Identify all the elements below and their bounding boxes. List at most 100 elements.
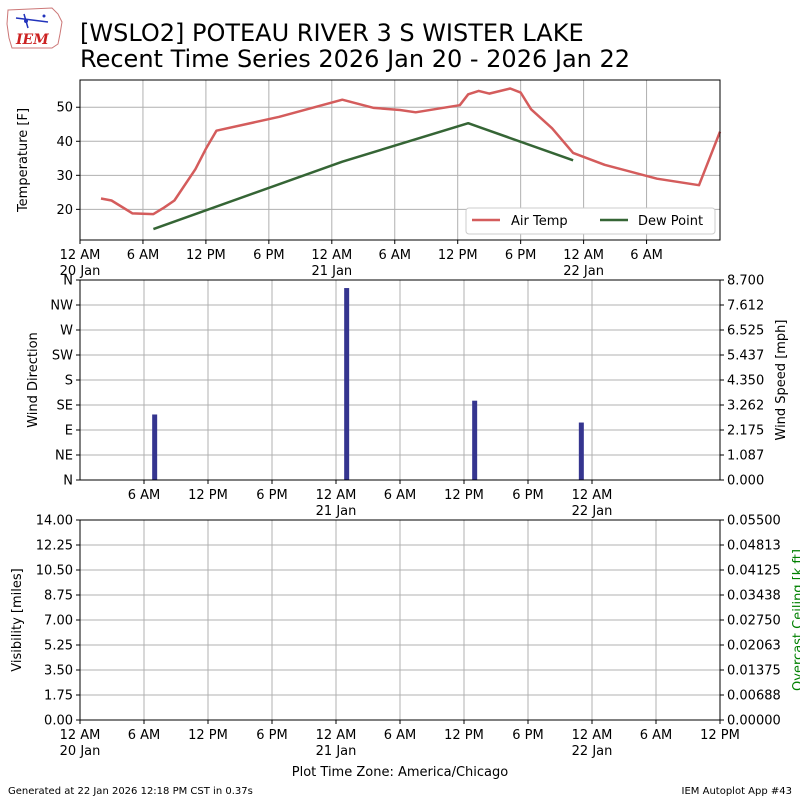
wind-speed-bar xyxy=(472,400,478,480)
x-tick-label: 6 PM xyxy=(512,488,543,503)
visibility-panel: 0.001.753.505.257.008.7510.5012.2514.00 … xyxy=(10,514,800,760)
x-tick-label: 12 AM xyxy=(316,488,357,503)
x-tick-label: 12 AM xyxy=(563,248,604,263)
y-tick-label: E xyxy=(65,424,73,439)
y-tick-label: 30 xyxy=(56,169,73,184)
x-tick-label: 12 AM xyxy=(60,248,101,263)
legend: Air Temp Dew Point xyxy=(465,207,716,235)
x-tick-label: 12 AM xyxy=(572,488,613,503)
x-tick-label: 6 PM xyxy=(505,248,536,263)
y-axis: 0.00 1.75 3.50 5.25 7.00 8.75 10.50 12.25 14.00 xyxy=(36,514,80,729)
y-axis: 20 30 40 50 xyxy=(56,101,80,218)
x-tick-date-label: 21 Jan xyxy=(316,744,357,759)
chart-title-line1: [WSLO2] POTEAU RIVER 3 S WISTER LAKE xyxy=(80,19,584,47)
y-tick-label: 1.75 xyxy=(44,689,73,704)
x-tick-label: 12 PM xyxy=(444,728,484,743)
series-lines xyxy=(100,87,722,231)
y2-tick-label: 0.02750 xyxy=(727,614,781,629)
x-tick-label: 6 PM xyxy=(256,728,287,743)
legend-label-air-temp: Air Temp xyxy=(511,214,568,229)
y-tick-label: NW xyxy=(50,299,73,314)
x-tick-label: 6 AM xyxy=(640,728,673,743)
y2-tick-label: 0.00688 xyxy=(727,689,781,704)
x-tick-label: 12 PM xyxy=(188,728,228,743)
logo-line xyxy=(15,17,49,23)
y-axis-label: Visibility [miles] xyxy=(10,568,25,671)
legend-box xyxy=(465,207,716,235)
chart-title-line2: Recent Time Series 2026 Jan 20 - 2026 Ja… xyxy=(80,45,630,73)
x-tick-date-label: 22 Jan xyxy=(572,504,613,519)
x-tick-label: 12 PM xyxy=(438,248,478,263)
logo-text: IEM xyxy=(15,32,49,48)
wind-panel: N NE E SE S SW W NW N 0.000 1.087 2.175 3.262 4.350 5… xyxy=(26,274,789,520)
x-tick-label: 12 AM xyxy=(572,728,613,743)
x-tick-label: 12 PM xyxy=(188,488,228,503)
wind-speed-bar xyxy=(152,414,158,480)
y2-axis: 0.00000 0.00688 0.01375 0.02063 0.02750 0.034… xyxy=(720,514,781,729)
y-tick-label: 20 xyxy=(56,203,73,218)
x-tick-date-label: 21 Jan xyxy=(311,264,352,279)
iem-logo[interactable]: IEM xyxy=(6,7,63,49)
x-tick-label: 6 AM xyxy=(128,488,161,503)
y2-tick-label: 6.525 xyxy=(727,324,764,339)
logo-dot xyxy=(24,19,28,23)
y2-tick-label: 0.04813 xyxy=(727,539,781,554)
x-tick-date-label: 20 Jan xyxy=(60,744,101,759)
wind-speed-bar xyxy=(578,422,584,480)
y2-tick-label: 7.612 xyxy=(727,299,764,314)
y-tick-label: 7.00 xyxy=(44,614,73,629)
y2-tick-label: 0.03438 xyxy=(727,589,781,604)
y2-tick-label: 3.262 xyxy=(727,399,764,414)
x-tick-date-label: 22 Jan xyxy=(563,264,604,279)
grid xyxy=(79,519,721,721)
x-tick-label: 6 AM xyxy=(384,488,417,503)
x-tick-label: 6 AM xyxy=(630,248,663,263)
x-axis-label: Plot Time Zone: America/Chicago xyxy=(292,765,508,780)
y-tick-label: N xyxy=(63,474,73,489)
y2-tick-label: 0.02063 xyxy=(727,639,781,654)
y2-tick-label: 4.350 xyxy=(727,374,764,389)
x-tick-label: 6 PM xyxy=(253,248,284,263)
wind-speed-bars xyxy=(152,288,584,480)
y-tick-label: S xyxy=(65,374,73,389)
y-tick-label: 50 xyxy=(56,101,73,116)
y2-tick-label: 0.05500 xyxy=(727,514,781,529)
y2-tick-label: 2.175 xyxy=(727,424,764,439)
y2-axis-label: Wind Speed [mph] xyxy=(774,320,789,441)
y-tick-label: 10.50 xyxy=(36,564,73,579)
x-tick-label: 6 AM xyxy=(384,728,417,743)
plot-frame xyxy=(79,79,721,241)
x-tick-date-label: 22 Jan xyxy=(572,744,613,759)
y-tick-label: 0.00 xyxy=(44,714,73,729)
wind-speed-bar xyxy=(344,288,350,480)
y2-tick-label: 1.087 xyxy=(727,449,764,464)
x-tick-label: 12 PM xyxy=(700,728,740,743)
y-tick-label: 3.50 xyxy=(44,664,73,679)
y-tick-label: 5.25 xyxy=(44,639,73,654)
app-id: IEM Autoplot App #43 xyxy=(682,786,792,797)
y-axis-label: Wind Direction xyxy=(26,332,41,428)
y-tick-label: W xyxy=(60,324,73,339)
y-tick-label: 8.75 xyxy=(44,589,73,604)
y2-tick-label: 5.437 xyxy=(727,349,764,364)
x-tick-label: 6 AM xyxy=(127,248,160,263)
x-tick-label: 6 AM xyxy=(378,248,411,263)
x-tick-label: 12 PM xyxy=(444,488,484,503)
y-tick-label: N xyxy=(63,274,73,289)
x-tick-label: 12 AM xyxy=(311,248,352,263)
x-tick-date-label: 20 Jan xyxy=(60,264,101,279)
x-tick-date-label: 21 Jan xyxy=(316,504,357,519)
y2-axis: 0.000 1.087 2.175 3.262 4.350 5.437 6.525 7.612… xyxy=(720,274,764,489)
grid xyxy=(80,279,720,481)
y2-tick-label: 8.700 xyxy=(727,274,764,289)
y2-tick-label: 0.04125 xyxy=(727,564,781,579)
generated-note: Generated at 22 Jan 2026 12:18 PM CST in… xyxy=(8,786,253,797)
x-tick-label: 12 AM xyxy=(60,728,101,743)
y-tick-label: 12.25 xyxy=(36,539,73,554)
legend-label-dew-point: Dew Point xyxy=(638,214,703,229)
